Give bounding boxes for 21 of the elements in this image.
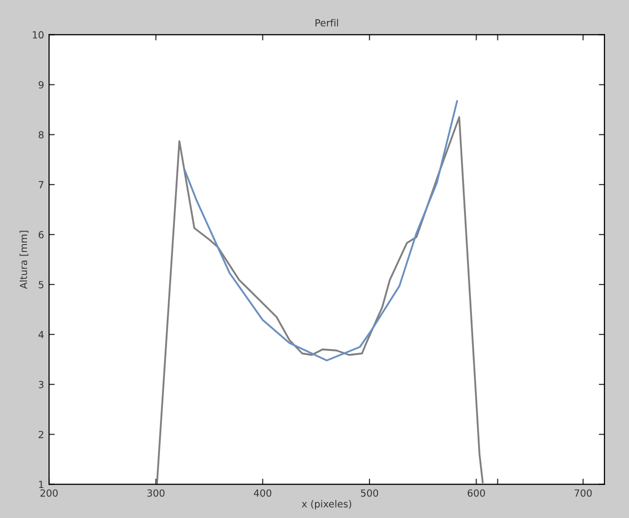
y-tick-label: 6 [38, 231, 44, 238]
line-series [156, 116, 484, 484]
y-tick-label: 10 [32, 31, 44, 39]
y-tick-label: 9 [38, 81, 44, 88]
y-tick-label: 3 [38, 380, 44, 388]
x-axis-title: x (pixeles) [302, 500, 352, 510]
x-tick-label: 300 [147, 489, 165, 497]
x-tick-label: 200 [40, 489, 58, 497]
y-tick-label: 2 [38, 430, 44, 438]
y-tick-label: 4 [38, 331, 44, 338]
y-tick-label: 8 [38, 131, 44, 138]
y-tick-label: 1 [39, 480, 44, 488]
x-tick-label: 700 [574, 489, 592, 497]
x-tick-label: 600 [468, 489, 485, 497]
x-tick-label: 400 [254, 489, 272, 497]
y-axis-title: Altura [mm] [20, 230, 28, 289]
chart-title: Perfil [316, 18, 338, 27]
y-tick-label: 5 [38, 281, 44, 288]
x-tick-label: 500 [360, 489, 378, 497]
line-series [184, 100, 458, 362]
y-tick-label: 7 [38, 181, 44, 188]
